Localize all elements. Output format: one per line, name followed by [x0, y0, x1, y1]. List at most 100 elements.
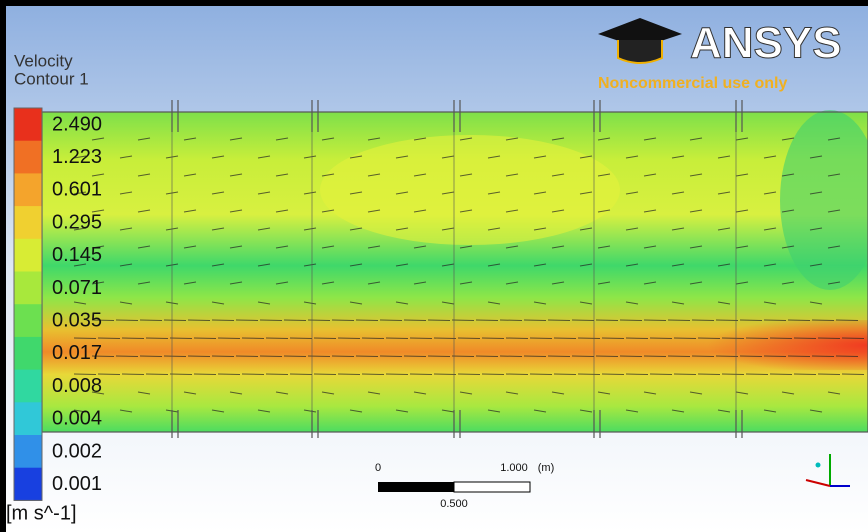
- vector-arrow: [818, 338, 840, 339]
- legend-swatch: [14, 206, 42, 239]
- vector-arrow: [716, 320, 738, 321]
- vector-arrow: [530, 338, 552, 339]
- vector-arrow: [290, 338, 312, 339]
- vector-arrow: [170, 374, 192, 375]
- vector-arrow: [506, 374, 528, 375]
- vector-arrow: [242, 374, 264, 375]
- vector-arrow: [428, 356, 450, 357]
- vector-arrow: [500, 320, 522, 321]
- screenshot: 2.4901.2230.6010.2950.1450.0710.0350.017…: [0, 0, 868, 532]
- contour-domain: [42, 110, 868, 432]
- legend-level: 0.002: [52, 440, 102, 462]
- vector-arrow: [140, 320, 162, 321]
- scale-label: 1.000: [500, 462, 528, 474]
- vector-arrow: [842, 374, 864, 375]
- vector-arrow: [356, 356, 378, 357]
- logo-note: Noncommercial use only: [598, 75, 787, 92]
- vector-arrow: [266, 374, 288, 375]
- vector-arrow: [122, 338, 144, 339]
- vector-arrow: [284, 356, 306, 357]
- vector-arrow: [668, 320, 690, 321]
- vector-arrow: [596, 356, 618, 357]
- legend-swatch: [14, 304, 42, 337]
- vector-arrow: [620, 356, 642, 357]
- vector-arrow: [836, 320, 858, 321]
- vector-arrow: [314, 374, 336, 375]
- vector-arrow: [674, 374, 696, 375]
- vector-arrow: [386, 374, 408, 375]
- scale-segment: [454, 482, 530, 492]
- vector-arrow: [548, 320, 570, 321]
- vector-arrow: [602, 338, 624, 339]
- vector-arrow: [308, 320, 330, 321]
- legend-title: Velocity: [14, 51, 73, 70]
- legend-level: 0.008: [52, 375, 102, 397]
- vector-arrow: [698, 374, 720, 375]
- legend-level: 0.004: [52, 408, 102, 430]
- vector-arrow: [572, 320, 594, 321]
- contour-region: [600, 320, 868, 370]
- vector-arrow: [572, 356, 594, 357]
- vector-arrow: [740, 320, 762, 321]
- vector-arrow: [554, 338, 576, 339]
- vector-arrow: [596, 320, 618, 321]
- legend-swatch: [14, 402, 42, 435]
- vector-arrow: [356, 320, 378, 321]
- vector-arrow: [410, 374, 432, 375]
- legend-level: 0.001: [52, 473, 102, 495]
- vector-arrow: [476, 356, 498, 357]
- triad-dot: [816, 463, 821, 468]
- vector-arrow: [554, 374, 576, 375]
- vector-arrow: [434, 338, 456, 339]
- legend-level: 0.145: [52, 244, 102, 266]
- vector-arrow: [698, 338, 720, 339]
- vector-arrow: [428, 320, 450, 321]
- vector-arrow: [308, 356, 330, 357]
- vector-arrow: [764, 356, 786, 357]
- vector-arrow: [740, 356, 762, 357]
- scale-segment: [378, 482, 454, 492]
- legend-swatch: [14, 337, 42, 370]
- vector-arrow: [548, 356, 570, 357]
- vector-arrow: [578, 374, 600, 375]
- vector-arrow: [530, 374, 552, 375]
- vector-arrow: [338, 374, 360, 375]
- vector-arrow: [620, 320, 642, 321]
- vector-arrow: [794, 338, 816, 339]
- vector-arrow: [116, 356, 138, 357]
- vector-arrow: [578, 338, 600, 339]
- vector-arrow: [218, 338, 240, 339]
- vector-arrow: [188, 320, 210, 321]
- vector-arrow: [458, 374, 480, 375]
- vector-arrow: [194, 338, 216, 339]
- vector-arrow: [98, 338, 120, 339]
- vector-arrow: [842, 338, 864, 339]
- vector-arrow: [434, 374, 456, 375]
- vector-arrow: [242, 338, 264, 339]
- vector-arrow: [644, 320, 666, 321]
- vector-arrow: [404, 356, 426, 357]
- vector-arrow: [164, 320, 186, 321]
- legend-swatch: [14, 468, 42, 501]
- vector-arrow: [452, 320, 474, 321]
- vector-arrow: [506, 338, 528, 339]
- vector-arrow: [722, 338, 744, 339]
- vector-arrow: [236, 320, 258, 321]
- vector-arrow: [626, 338, 648, 339]
- vector-arrow: [794, 374, 816, 375]
- vector-arrow: [764, 320, 786, 321]
- vector-arrow: [476, 320, 498, 321]
- legend-units: [m s^-1]: [6, 502, 77, 524]
- legend-level: 0.017: [52, 342, 102, 364]
- vector-arrow: [236, 356, 258, 357]
- legend-level: 2.490: [52, 113, 102, 135]
- vector-arrow: [146, 374, 168, 375]
- legend-swatch: [14, 108, 42, 141]
- vector-arrow: [266, 338, 288, 339]
- vector-arrow: [170, 338, 192, 339]
- vector-arrow: [770, 374, 792, 375]
- vector-arrow: [818, 374, 840, 375]
- vector-arrow: [716, 356, 738, 357]
- vector-arrow: [290, 374, 312, 375]
- vector-arrow: [602, 374, 624, 375]
